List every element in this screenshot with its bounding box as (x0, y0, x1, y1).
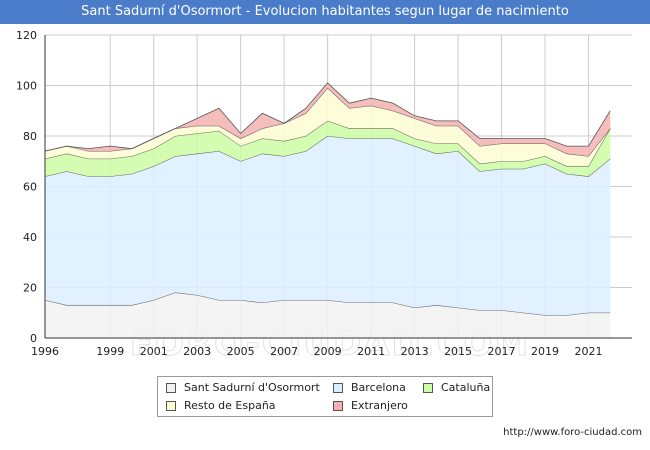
legend-item-sant-sadurni: Sant Sadurní d'Osormort (166, 380, 320, 396)
y-tick-label-0: 0 (30, 332, 37, 345)
y-tick-label-100: 100 (16, 80, 37, 93)
x-tick-label-2021: 2021 (575, 345, 603, 358)
legend-label-barcelona: Barcelona (351, 381, 406, 394)
x-tick-label-2003: 2003 (183, 345, 211, 358)
legend: Sant Sadurní d'Osormort Barcelona Catalu… (157, 376, 493, 417)
x-tick-labels: 1996 1999 2001 2003 2005 2007 2009 2011 2013 2015… (31, 345, 603, 358)
y-tick-label-40: 40 (23, 231, 37, 244)
x-tick-label-2017: 2017 (488, 345, 516, 358)
chart-title: Sant Sadurní d'Osormort - Evolucion habi… (0, 0, 650, 24)
legend-swatch-resto-espana (166, 401, 176, 411)
axes (44, 35, 632, 339)
legend-label-resto-espana: Resto de España (184, 399, 276, 412)
area-sant-sadurni-d-osormort (45, 292, 611, 338)
legend-swatch-extranjero (333, 401, 343, 411)
y-tick-label-60: 60 (23, 181, 37, 194)
x-tick-label-2013: 2013 (401, 345, 429, 358)
legend-label-cataluna: Cataluña (441, 381, 491, 394)
legend-item-barcelona: Barcelona (333, 380, 406, 396)
legend-item-extranjero: Extranjero (333, 398, 408, 414)
x-tick-label-2015: 2015 (444, 345, 472, 358)
x-tick-label-2011: 2011 (357, 345, 385, 358)
area-extranjero (45, 82, 611, 157)
legend-swatch-cataluna (423, 383, 433, 393)
legend-item-resto-espana: Resto de España (166, 398, 276, 414)
y-tick-label-120: 120 (16, 29, 37, 42)
x-tick-label-2001: 2001 (140, 345, 168, 358)
x-tick-label-2005: 2005 (227, 345, 255, 358)
area-resto-de-espana (45, 88, 611, 167)
x-tick-label-1999: 1999 (96, 345, 124, 358)
legend-swatch-barcelona (333, 383, 343, 393)
x-tick-label-2019: 2019 (531, 345, 559, 358)
area-series (44, 82, 611, 338)
legend-label-extranjero: Extranjero (351, 399, 408, 412)
area-barcelona (45, 136, 611, 316)
x-tick-label-2007: 2007 (270, 345, 298, 358)
legend-swatch-sant-sadurni (166, 383, 176, 393)
source-link[interactable]: http://www.foro-ciudad.com (503, 427, 642, 438)
x-tick-label-1996: 1996 (31, 345, 59, 358)
line-extranjero (44, 82, 611, 152)
y-tick-label-80: 80 (23, 130, 37, 143)
legend-item-cataluna: Cataluña (423, 380, 490, 396)
y-tick-label-20: 20 (23, 282, 37, 295)
y-tick-labels: 0 20 40 60 80 100 120 (16, 29, 37, 345)
x-tick-label-2009: 2009 (314, 345, 342, 358)
legend-label-sant-sadurni: Sant Sadurní d'Osormort (184, 381, 320, 394)
